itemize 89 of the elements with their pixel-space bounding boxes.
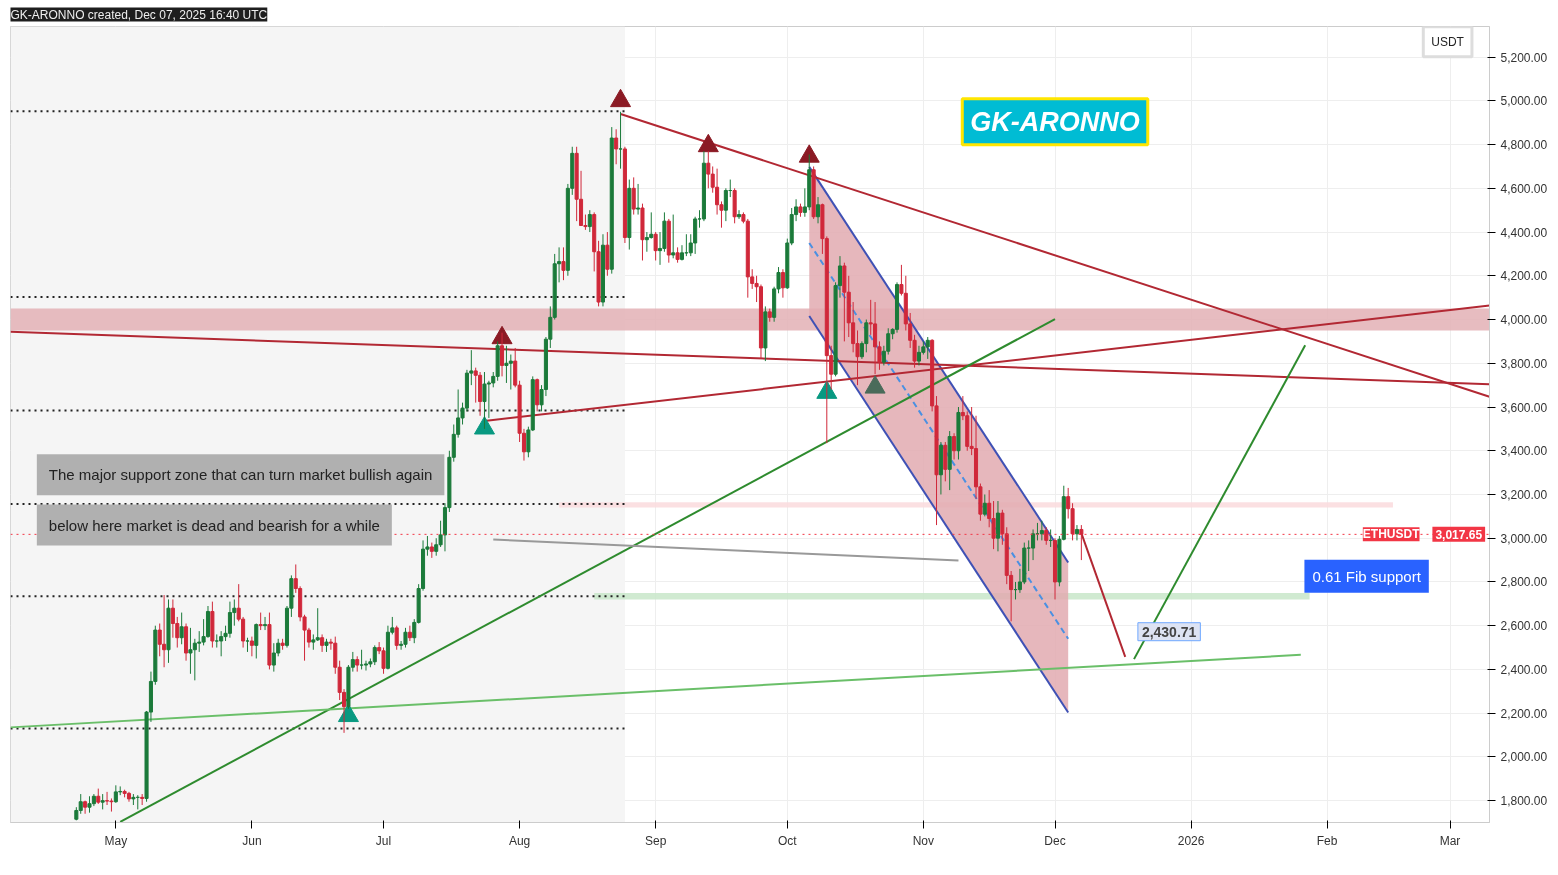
point — [697, 133, 719, 153]
candlestick — [925, 336, 930, 360]
x-tick-label: May — [104, 833, 128, 848]
y-tick-label: 2,800.00 — [1500, 575, 1548, 590]
candlestick — [508, 354, 513, 391]
candlestick — [679, 244, 685, 261]
candlestick — [83, 800, 88, 815]
candlestick — [736, 209, 742, 220]
candlestick — [105, 791, 110, 806]
x-tick-label: Feb — [1316, 833, 1338, 848]
annotation: below here market is dead and bearish for a while — [48, 516, 380, 534]
candlestick — [982, 493, 987, 517]
x-tick-label: Sep — [644, 833, 667, 848]
candlestick — [394, 625, 399, 651]
x-tick-label: Nov — [912, 833, 935, 848]
candlestick — [192, 638, 197, 681]
ref-line-label: ETHUSDT — [1362, 527, 1421, 542]
candlestick — [254, 623, 259, 659]
candlestick — [1074, 524, 1079, 541]
x-tick-label: Oct — [777, 833, 798, 848]
candlestick — [170, 598, 175, 639]
candlestick — [723, 187, 728, 222]
candlestick — [219, 630, 224, 657]
x-tick-label: 2026 — [1177, 833, 1205, 848]
y-tick-label: 4,200.00 — [1500, 269, 1548, 284]
y-tick-label: 5,000.00 — [1500, 94, 1548, 109]
candlestick — [631, 176, 636, 216]
candlestick — [372, 644, 377, 666]
candlestick — [618, 111, 623, 170]
candlestick — [359, 649, 364, 670]
x-tick-label: Jul — [375, 833, 392, 848]
x-tick-label: Dec — [1044, 833, 1066, 848]
y-tick-label: 3,200.00 — [1500, 487, 1548, 502]
y-tick-label: 2,200.00 — [1500, 706, 1548, 721]
candlestick — [873, 301, 878, 375]
candlestick — [109, 797, 114, 813]
annotation: GK-ARONNO — [970, 106, 1140, 137]
candlestick — [706, 150, 711, 189]
candlestick — [482, 371, 487, 430]
candlestick — [500, 332, 505, 377]
y-tick-label: 4,000.00 — [1500, 313, 1548, 328]
candlestick — [815, 196, 821, 224]
y-tick-label: 4,800.00 — [1500, 138, 1548, 153]
point — [816, 380, 838, 399]
y-tick-label: 5,200.00 — [1500, 50, 1548, 65]
candlestick — [263, 616, 268, 631]
candlestick — [636, 183, 641, 216]
chart-title: GK-ARONNO created, Dec 07, 2025 16:40 UTC — [10, 7, 268, 22]
candlestick — [315, 607, 320, 642]
x-tick-label: Mar — [1439, 833, 1461, 848]
annotation: 2,430.71 — [1141, 623, 1197, 640]
candlestick — [644, 231, 649, 253]
annotation: 0.61 Fib support — [1312, 567, 1422, 585]
x-tick-label: Jun — [242, 833, 262, 848]
candlestick — [671, 214, 676, 259]
y-tick-label: 2,000.00 — [1500, 750, 1548, 765]
candlestick — [587, 209, 592, 233]
y-tick-label: 4,600.00 — [1500, 181, 1548, 196]
candlestick — [952, 432, 957, 460]
candlestick — [197, 630, 202, 653]
y-tick-label: 1,800.00 — [1500, 794, 1548, 809]
x-tick-label: Aug — [508, 833, 531, 848]
point — [798, 144, 820, 163]
y-tick-label: 4,400.00 — [1500, 225, 1548, 240]
candlestick — [614, 128, 619, 165]
candlestick — [179, 612, 184, 645]
annotation: USDT — [1431, 34, 1465, 49]
candlestick — [715, 168, 720, 216]
candlestick — [403, 627, 408, 649]
candlestick — [561, 246, 566, 281]
annotation: The major support zone that can turn market bullish again — [48, 466, 433, 484]
candlestick — [1031, 528, 1036, 561]
point — [610, 88, 632, 108]
y-tick-label: 3,000.00 — [1500, 531, 1548, 546]
y-tick-label: 3,800.00 — [1500, 356, 1548, 371]
candlestick — [214, 633, 219, 649]
candlestick — [1079, 524, 1084, 561]
y-tick-label: 2,600.00 — [1500, 619, 1548, 634]
candlestick — [1039, 520, 1044, 541]
point — [864, 375, 886, 394]
point — [473, 416, 495, 435]
y-tick-label: 3,400.00 — [1500, 444, 1548, 459]
candlestick — [486, 380, 491, 419]
y-tick-label: 2,400.00 — [1500, 662, 1548, 677]
annotation: 3,017.65 — [1435, 527, 1483, 542]
candlestick — [653, 231, 658, 261]
candlestick — [407, 625, 412, 642]
y-tick-label: 3,600.00 — [1500, 400, 1548, 415]
candlestick — [271, 642, 276, 673]
